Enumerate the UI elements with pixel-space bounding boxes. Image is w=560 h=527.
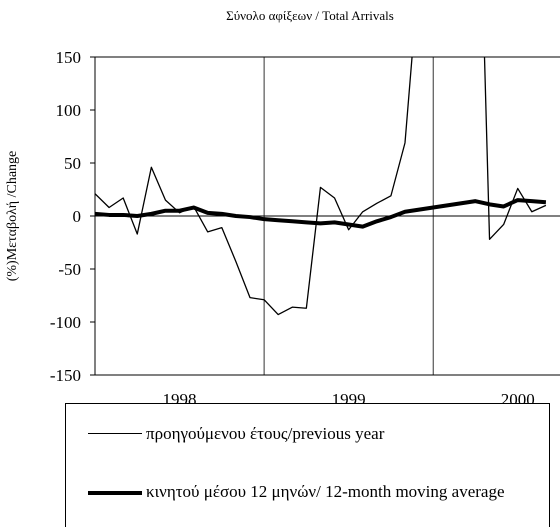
series-line [95,57,547,316]
y-tick-label: 100 [56,101,82,120]
y-tick-label: -150 [50,366,81,385]
y-axis-label: (%)Μεταβολή /Change [5,151,20,282]
legend-label: προηγούμενου έτους/previous year [146,424,385,443]
y-tick-label: -100 [50,313,81,332]
legend-entry: προηγούμενου έτους/previous year [88,424,506,443]
y-tick-label: 0 [73,207,82,226]
y-tick-label: -50 [58,260,81,279]
series-line [95,198,547,229]
y-tick-label: 50 [64,154,81,173]
legend-entry: κινητού μέσου 12 μηνών/ 12-month moving … [88,482,506,501]
y-tick-label: 150 [56,48,82,67]
legend-swatch [88,491,142,495]
legend-swatch [88,433,142,434]
chart-title: Σύνολο αφίξεων / Total Arrivals [226,8,394,23]
legend-label: κινητού μέσου 12 μηνών/ 12-month moving … [146,482,505,501]
plot-area [95,57,547,316]
legend: προηγούμενου έτους/previous year κινητού … [65,403,550,527]
